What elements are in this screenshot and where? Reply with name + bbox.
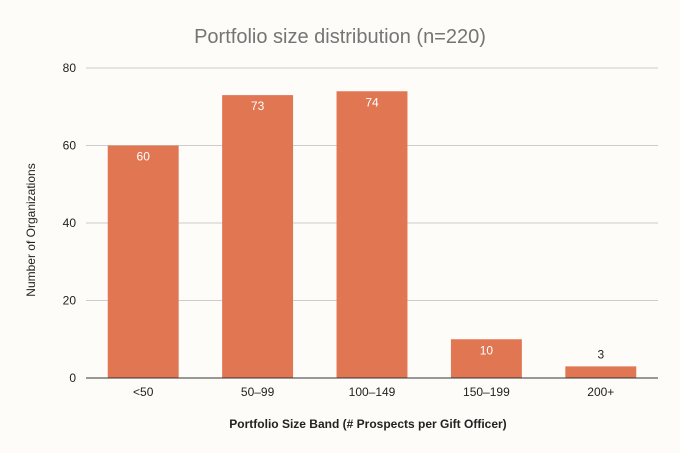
x-tick-label: <50 — [133, 385, 154, 399]
bar — [565, 366, 637, 378]
x-tick-label: 200+ — [587, 385, 614, 399]
data-label: 60 — [137, 150, 151, 164]
data-label: 3 — [597, 347, 604, 361]
bar — [450, 339, 522, 378]
bar — [222, 95, 294, 378]
y-axis-ticks: 0 20 40 60 80 — [63, 61, 77, 385]
data-labels: 60 73 74 10 3 — [137, 95, 605, 361]
y-tick-label: 80 — [63, 61, 77, 75]
y-tick-label: 0 — [69, 371, 76, 385]
x-axis-ticks: <50 50–99 100–149 150–199 200+ — [133, 385, 614, 399]
x-tick-label: 100–149 — [349, 385, 396, 399]
bars — [107, 91, 637, 378]
x-tick-label: 150–199 — [463, 385, 510, 399]
y-tick-label: 60 — [63, 139, 77, 153]
y-tick-label: 40 — [63, 216, 77, 230]
data-label: 10 — [480, 343, 494, 357]
y-tick-label: 20 — [63, 294, 77, 308]
y-axis-label: Number of Organizations — [24, 163, 38, 296]
chart-title: Portfolio size distribution (n=220) — [194, 26, 486, 48]
data-label: 74 — [365, 95, 379, 109]
bar — [107, 145, 179, 378]
x-axis-label: Portfolio Size Band (# Prospects per Gif… — [229, 417, 506, 431]
x-tick-label: 50–99 — [241, 385, 275, 399]
data-label: 73 — [251, 99, 265, 113]
bar — [336, 91, 408, 378]
